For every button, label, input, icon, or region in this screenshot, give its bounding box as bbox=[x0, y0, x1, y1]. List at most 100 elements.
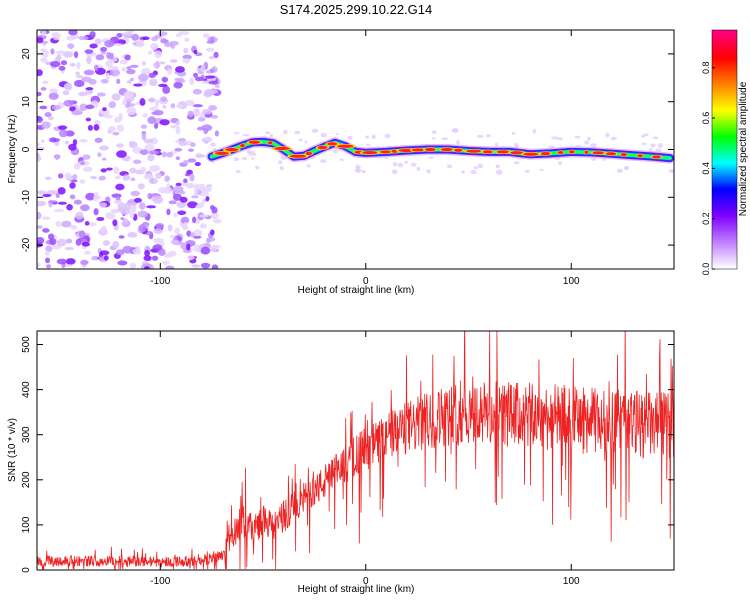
noise-blob bbox=[111, 93, 121, 101]
colorbar-strip bbox=[712, 123, 737, 127]
colorbar-strip bbox=[712, 211, 737, 214]
noise-blob bbox=[210, 204, 215, 210]
ridge-red bbox=[305, 151, 313, 156]
faint-blob bbox=[431, 130, 437, 135]
noise-blob bbox=[108, 125, 117, 132]
noise-blob bbox=[187, 255, 195, 261]
noise-blob bbox=[41, 40, 49, 45]
noise-blob bbox=[75, 71, 80, 76]
spectrogram-y-axis: -20 -10 0 10 20 bbox=[21, 48, 674, 252]
noise-blob bbox=[58, 129, 68, 138]
noise-blob bbox=[81, 76, 92, 83]
noise-blob bbox=[128, 141, 135, 146]
ridge-red bbox=[225, 148, 239, 152]
noise-blob bbox=[65, 258, 76, 265]
noise-blob bbox=[140, 124, 148, 129]
colorbar-strip bbox=[712, 61, 737, 65]
colorbar-strip bbox=[712, 261, 737, 264]
noise-blob bbox=[66, 204, 73, 211]
colorbar-strip bbox=[712, 67, 737, 71]
colorbar-strip bbox=[712, 81, 737, 85]
colorbar-strip bbox=[712, 203, 737, 206]
noise-blob bbox=[178, 30, 190, 36]
noise-blob bbox=[85, 87, 94, 91]
faint-blob bbox=[252, 153, 257, 156]
noise-blob bbox=[212, 219, 222, 224]
noise-blob bbox=[64, 140, 70, 145]
noise-blob bbox=[133, 83, 143, 87]
colorbar-strip bbox=[712, 103, 737, 107]
colorbar-strip bbox=[712, 147, 737, 151]
noise-blob bbox=[103, 114, 113, 119]
faint-blob bbox=[587, 136, 591, 141]
noise-blob bbox=[45, 176, 52, 181]
noise-blob bbox=[161, 76, 169, 83]
faint-blob bbox=[241, 156, 248, 161]
colorbar-strip bbox=[712, 255, 737, 258]
noise-blob bbox=[86, 56, 92, 65]
noise-blob bbox=[172, 193, 183, 201]
colorbar-strip bbox=[712, 95, 737, 99]
noise-blob bbox=[82, 154, 91, 160]
ridge-red bbox=[637, 154, 643, 158]
noise-blob bbox=[137, 210, 148, 218]
noise-blob bbox=[127, 232, 138, 238]
colorbar-strip bbox=[712, 237, 737, 240]
noise-blob bbox=[95, 54, 105, 61]
noise-blob bbox=[84, 221, 90, 226]
noise-blob bbox=[132, 248, 142, 255]
noise-blob bbox=[89, 43, 98, 49]
snr-y-tick-label: 100 bbox=[21, 516, 32, 533]
colorbar-strip bbox=[712, 105, 737, 109]
noise-blob bbox=[207, 89, 218, 94]
noise-blob bbox=[208, 105, 218, 111]
spectrogram-y-tick-label: -20 bbox=[21, 237, 32, 252]
colorbar-strip bbox=[712, 259, 737, 262]
noise-blob bbox=[177, 210, 187, 216]
noise-blob bbox=[78, 230, 86, 238]
colorbar-strip bbox=[712, 133, 737, 137]
colorbar-strip bbox=[712, 197, 737, 200]
noise-blob bbox=[155, 172, 162, 179]
colorbar-strip bbox=[712, 47, 737, 51]
noise-blob bbox=[105, 167, 113, 171]
ridge-red bbox=[592, 151, 604, 155]
noise-blob bbox=[118, 235, 125, 239]
colorbar-strip bbox=[712, 229, 737, 232]
colorbar-strip bbox=[712, 97, 737, 101]
noise-blob bbox=[68, 30, 78, 36]
noise-blob bbox=[41, 50, 49, 58]
noise-blob bbox=[155, 223, 165, 229]
noise-blob bbox=[44, 257, 51, 264]
colorbar-strip bbox=[712, 201, 737, 204]
noise-blob bbox=[69, 62, 76, 67]
noise-blob bbox=[154, 34, 163, 39]
noise-blob bbox=[183, 178, 188, 183]
noise-blob bbox=[41, 216, 51, 220]
noise-blob bbox=[158, 187, 168, 194]
noise-blob bbox=[93, 124, 100, 131]
faint-blob bbox=[269, 133, 274, 138]
ridge-red bbox=[440, 147, 453, 152]
faint-blob bbox=[461, 170, 465, 174]
colorbar-strip bbox=[712, 71, 737, 75]
noise-blob bbox=[137, 183, 145, 190]
colorbar-strip bbox=[712, 145, 737, 149]
snr-series-line bbox=[37, 331, 674, 570]
noise-blob bbox=[153, 228, 163, 235]
colorbar-strip bbox=[712, 127, 737, 131]
noise-blob bbox=[57, 201, 67, 205]
colorbar-strip bbox=[712, 37, 737, 41]
colorbar-strip bbox=[712, 75, 737, 79]
spectrogram-y-tick-label: 20 bbox=[21, 48, 32, 60]
noise-blob bbox=[143, 173, 154, 180]
noise-blob bbox=[208, 55, 215, 60]
faint-blob bbox=[426, 169, 431, 174]
colorbar-ticks: 0.0 0.2 0.4 0.6 0.8 bbox=[701, 61, 715, 275]
noise-blob bbox=[199, 214, 209, 218]
faint-blob bbox=[333, 149, 338, 154]
noise-blob bbox=[123, 90, 134, 99]
noise-blob bbox=[94, 137, 103, 143]
